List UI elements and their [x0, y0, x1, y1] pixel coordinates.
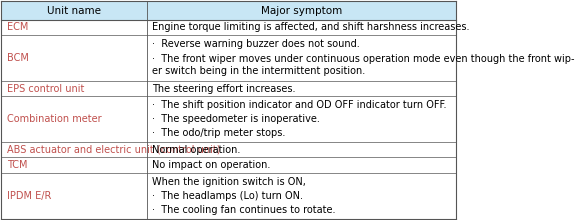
Bar — [1, 1, 456, 20]
Text: Normal operation.: Normal operation. — [153, 145, 241, 155]
Text: Combination meter: Combination meter — [7, 114, 101, 124]
Text: Major symptom: Major symptom — [261, 6, 342, 16]
Text: ECM: ECM — [7, 22, 28, 33]
Text: ·  The odo/trip meter stops.: · The odo/trip meter stops. — [153, 128, 286, 138]
Text: ABS actuator and electric unit (control unit): ABS actuator and electric unit (control … — [7, 145, 220, 155]
Text: ·  The speedometer is inoperative.: · The speedometer is inoperative. — [153, 114, 320, 124]
Text: When the ignition switch is ON,: When the ignition switch is ON, — [153, 177, 306, 187]
Text: TCM: TCM — [7, 160, 27, 170]
Bar — [1, 173, 456, 219]
Text: Engine torque limiting is affected, and shift harshness increases.: Engine torque limiting is affected, and … — [153, 22, 470, 33]
Bar — [1, 35, 456, 81]
Text: Unit name: Unit name — [47, 6, 101, 16]
Text: BCM: BCM — [7, 53, 29, 63]
Text: IPDM E/R: IPDM E/R — [7, 191, 51, 201]
Text: ·  The front wiper moves under continuous operation mode even though the front w: · The front wiper moves under continuous… — [153, 54, 575, 76]
Text: EPS control unit: EPS control unit — [7, 84, 84, 94]
Text: ·  The headlamps (Lo) turn ON.: · The headlamps (Lo) turn ON. — [153, 191, 303, 201]
Text: ·  The shift position indicator and OD OFF indicator turn OFF.: · The shift position indicator and OD OF… — [153, 100, 447, 110]
Bar — [1, 81, 456, 96]
Text: ·  Reverse warning buzzer does not sound.: · Reverse warning buzzer does not sound. — [153, 39, 360, 49]
Bar — [1, 158, 456, 173]
Bar — [1, 96, 456, 142]
Text: The steering effort increases.: The steering effort increases. — [153, 84, 296, 94]
Text: ·  The cooling fan continues to rotate.: · The cooling fan continues to rotate. — [153, 205, 336, 214]
Bar — [1, 20, 456, 35]
Text: No impact on operation.: No impact on operation. — [153, 160, 271, 170]
Bar — [1, 142, 456, 158]
